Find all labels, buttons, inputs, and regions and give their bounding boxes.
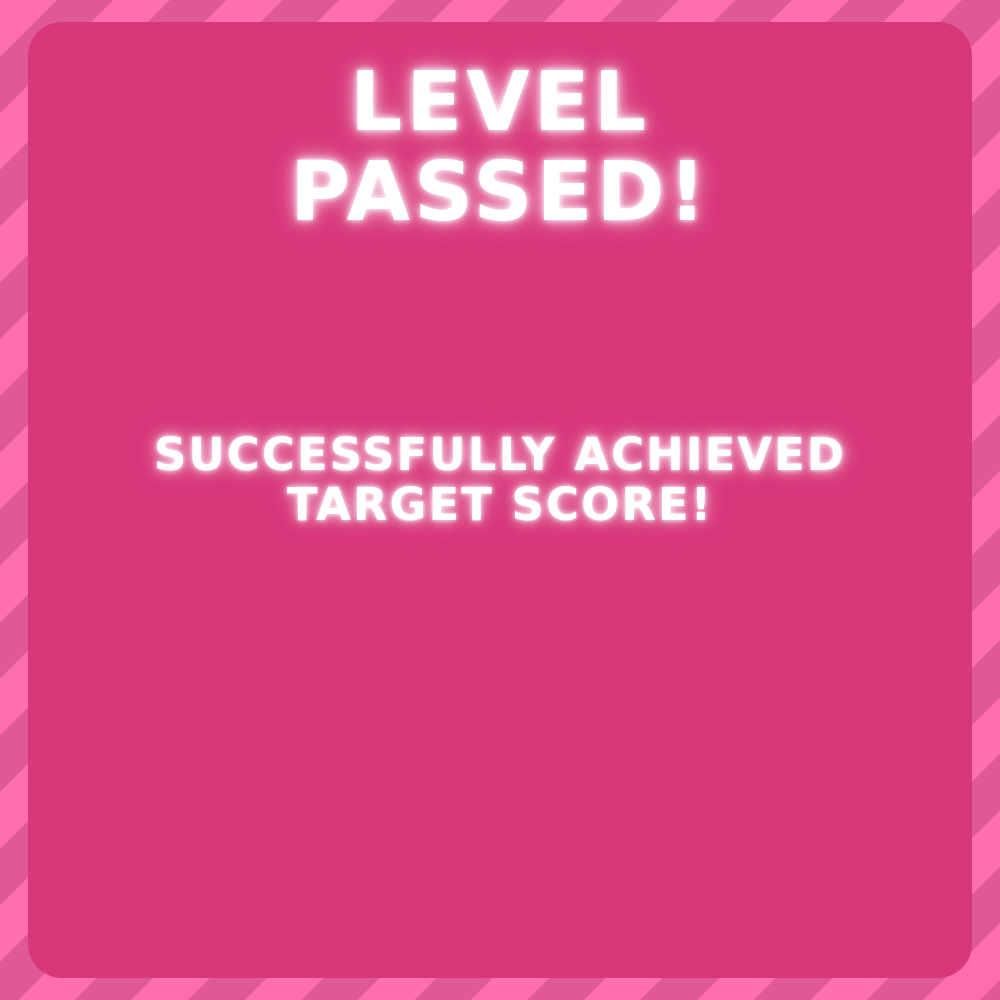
message-line-2: TARGET SCORE! [286,478,714,531]
title-line-1: LEVEL [350,55,650,150]
level-complete-panel [28,22,972,978]
message-line-1: SUCCESSFULLY ACHIEVED [153,428,847,481]
level-passed-title: LEVEL PASSED! [0,58,1000,238]
title-line-2: PASSED! [290,145,710,240]
success-message: SUCCESSFULLY ACHIEVED TARGET SCORE! [100,430,900,530]
